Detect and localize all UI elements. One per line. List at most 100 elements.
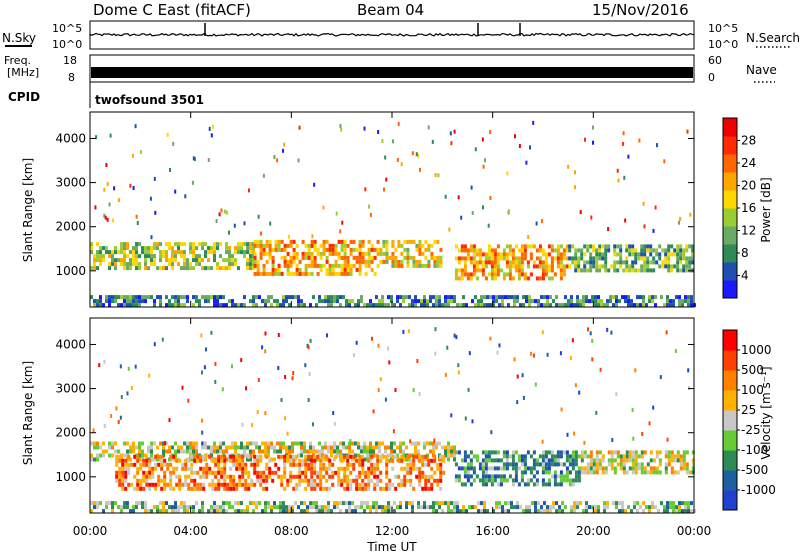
power-cell-3: [553, 248, 557, 253]
power-cell-0: [126, 254, 129, 259]
velocity-cell-1: [229, 454, 233, 459]
power-colorbar-label: Power [dB]: [759, 177, 773, 242]
power-cell-3: [544, 256, 548, 261]
power-cell-5: [504, 295, 507, 300]
velocity-cell-1: [145, 462, 149, 467]
power-cell-5: [582, 299, 585, 304]
velocity-cell-0: [447, 445, 450, 450]
power-cell-1: [349, 267, 353, 272]
power-cell-0: [192, 250, 195, 255]
velocity-cell-4: [312, 505, 315, 510]
power-cell-5: [390, 295, 393, 300]
power-cell-5: [381, 299, 384, 304]
power-cell-5: [300, 303, 303, 308]
velocity-cell-1: [343, 478, 347, 483]
velocity-cell-4: [327, 501, 330, 506]
velocity-cell-1: [133, 462, 137, 467]
power-cell-0: [99, 254, 102, 259]
velocity-cell-4: [462, 509, 465, 514]
power-cell-2: [400, 259, 404, 264]
velocity-cell-1: [142, 462, 146, 467]
velocity-cell-2: [460, 458, 464, 463]
power-cell-1: [361, 239, 365, 244]
velocity-cell-1: [127, 470, 131, 475]
velocity-cell-2: [463, 454, 467, 459]
power-cell-5: [639, 303, 642, 308]
velocity-cell-2: [571, 482, 575, 487]
power-cell-0: [135, 258, 138, 263]
power-cell-0: [108, 250, 111, 255]
velocity-cell-1: [388, 486, 392, 491]
power-cell-4: [661, 264, 665, 269]
power-cell-5: [465, 303, 468, 308]
velocity-cell-4: [384, 505, 387, 510]
velocity-cell-0: [375, 441, 378, 446]
velocity-cell-1: [133, 486, 137, 491]
power-cell-3: [556, 252, 560, 257]
velocity-cell-2: [484, 482, 488, 487]
velocity-cell-1: [415, 466, 419, 471]
power-cell-3: [514, 264, 518, 269]
power-ylabel: Slant Range [km]: [21, 158, 35, 262]
velocity-cell-1: [436, 478, 440, 483]
velocity-cell-1: [274, 470, 278, 475]
velocity-cell-0: [246, 457, 249, 462]
velocity-cell-1: [304, 478, 308, 483]
velocity-scatter-cell: [117, 420, 120, 424]
power-scatter-cell: [427, 125, 430, 130]
power-scatter-cell: [311, 234, 314, 239]
power-cell-3: [553, 272, 557, 277]
velocity-cell-1: [154, 482, 158, 487]
power-scatter-cell: [574, 185, 576, 190]
velocity-cell-2: [556, 458, 560, 463]
velocity-cell-1: [307, 466, 311, 471]
power-cell-3: [529, 244, 533, 249]
power-cell-0: [117, 250, 120, 255]
power-cell-4: [586, 244, 590, 249]
power-scatter-cell: [95, 135, 98, 140]
velocity-cell-1: [331, 462, 335, 467]
power-scatter-cell: [686, 129, 689, 134]
velocity-cell-4: [312, 501, 315, 506]
velocity-cell-2: [454, 450, 458, 455]
velocity-cell-3: [634, 470, 638, 475]
velocity-cell-1: [355, 474, 359, 479]
velocity-scatter-cell: [103, 424, 106, 428]
power-cell-2: [415, 247, 419, 252]
velocity-cell-1: [310, 478, 314, 483]
velocity-cell-1: [214, 462, 218, 467]
velocity-scatter-cell: [307, 345, 310, 350]
power-cell-3: [493, 256, 497, 261]
power-cell-5: [357, 299, 360, 304]
velocity-cell-0: [90, 453, 93, 458]
power-cell-1: [334, 247, 338, 252]
power-cell-1: [331, 247, 335, 252]
velocity-cell-2: [469, 462, 473, 467]
velocity-cell-4: [498, 505, 501, 510]
power-cell-0: [228, 250, 231, 255]
power-cell-5: [363, 303, 366, 308]
power-cell-0: [159, 258, 162, 263]
velocity-cell-1: [214, 486, 218, 491]
velocity-cell-0: [399, 445, 402, 450]
velocity-scatter-cell: [516, 400, 519, 405]
velocity-cell-4: [330, 509, 333, 514]
power-cell-3: [466, 248, 470, 253]
power-cell-2: [433, 239, 437, 244]
velocity-cell-2: [556, 450, 560, 455]
power-cell-0: [135, 254, 138, 259]
power-scatter-cell: [149, 196, 152, 201]
velocity-cell-4: [261, 509, 264, 514]
power-cell-4: [604, 260, 608, 265]
power-scatter-cell: [172, 141, 175, 146]
velocity-cell-1: [322, 462, 326, 467]
velocity-cell-0: [309, 449, 312, 454]
power-cell-2: [400, 263, 404, 268]
velocity-cell-2: [547, 458, 551, 463]
power-cell-0: [144, 258, 147, 263]
power-cell-5: [330, 299, 333, 304]
velocity-cell-0: [267, 453, 270, 458]
power-cell-5: [501, 299, 504, 304]
velocity-cell-0: [357, 441, 360, 446]
